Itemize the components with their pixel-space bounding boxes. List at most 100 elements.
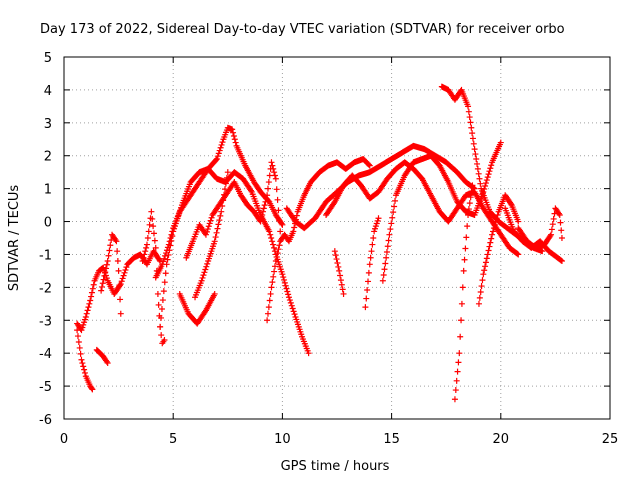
- data-point: [338, 281, 345, 288]
- data-point: [162, 270, 169, 277]
- data-point: [87, 297, 94, 304]
- data-point: [473, 156, 480, 163]
- data-point: [336, 267, 343, 274]
- data-point: [370, 235, 377, 241]
- data-point: [217, 144, 224, 151]
- data-point: [481, 267, 488, 274]
- data-point: [266, 172, 273, 179]
- data-point: [271, 263, 278, 270]
- series-sat-m: [323, 159, 522, 258]
- data-point: [171, 225, 178, 232]
- data-point: [283, 285, 290, 292]
- data-point: [216, 147, 223, 154]
- data-point: [366, 261, 373, 268]
- data-point: [80, 363, 87, 370]
- data-point: [221, 186, 228, 193]
- data-point: [340, 290, 347, 297]
- data-point: [460, 267, 467, 274]
- data-point: [106, 247, 113, 254]
- data-point: [269, 162, 276, 169]
- data-point: [483, 177, 490, 184]
- y-tick-label: -4: [39, 347, 52, 362]
- data-point: [478, 283, 485, 290]
- x-axis-label: GPS time / hours: [281, 459, 390, 474]
- data-point: [230, 129, 237, 136]
- data-point: [114, 248, 121, 255]
- data-point: [203, 263, 210, 270]
- data-point: [74, 333, 81, 340]
- data-point: [118, 278, 125, 285]
- data-point: [365, 161, 372, 168]
- data-point: [459, 284, 466, 291]
- data-point: [82, 313, 89, 320]
- data-point: [264, 317, 271, 324]
- y-tick-label: -5: [39, 380, 52, 395]
- data-point: [381, 266, 388, 273]
- data-point: [223, 174, 230, 181]
- axis-ticks: 0 5 10 15 20 25 -6 -5 -4 -3 -2 -1 0 1 2 3 4 5: [39, 51, 618, 447]
- data-point: [211, 238, 218, 245]
- data-point: [269, 279, 276, 286]
- series-sat-g: [157, 165, 312, 357]
- y-tick-label: -2: [39, 281, 52, 296]
- data-point: [88, 289, 95, 296]
- data-point: [271, 268, 278, 275]
- data-point: [158, 305, 165, 312]
- data-point: [102, 269, 109, 276]
- data-point: [365, 269, 372, 276]
- data-point: [455, 359, 462, 366]
- data-point: [462, 245, 469, 252]
- series-sat-s: [475, 192, 522, 307]
- data-point: [143, 244, 150, 251]
- data-point: [79, 324, 86, 331]
- data-point: [479, 277, 486, 284]
- data-point: [167, 242, 174, 249]
- x-tick-label: 10: [274, 432, 291, 447]
- data-point: [265, 304, 272, 311]
- data-point: [166, 247, 173, 254]
- y-tick-label: 4: [44, 84, 52, 99]
- data-point: [276, 217, 283, 224]
- data-point: [453, 377, 460, 384]
- data-point: [337, 272, 344, 279]
- series-sat-i: [176, 290, 218, 327]
- data-point: [267, 290, 274, 297]
- data-point: [490, 225, 497, 232]
- data-point: [170, 228, 177, 235]
- data-point: [497, 139, 504, 146]
- data-point: [175, 212, 182, 219]
- data-point: [305, 350, 312, 357]
- data-point: [275, 246, 282, 253]
- series-sat-c: [93, 346, 111, 367]
- data-point: [475, 170, 482, 177]
- y-tick-label: 5: [44, 51, 52, 66]
- data-point: [165, 251, 172, 258]
- data-point: [339, 286, 346, 293]
- data-point: [219, 139, 226, 146]
- data-point: [143, 241, 150, 248]
- series-sat-u: [515, 205, 565, 251]
- data-point: [259, 211, 266, 218]
- data-point: [207, 217, 214, 224]
- data-point: [114, 258, 121, 265]
- data-marks: [74, 83, 565, 403]
- data-point: [465, 103, 472, 110]
- data-point: [291, 311, 298, 318]
- data-point: [484, 174, 491, 181]
- data-point: [485, 247, 492, 254]
- data-point: [263, 195, 270, 202]
- data-point: [220, 197, 227, 204]
- y-tick-label: 3: [44, 117, 52, 132]
- data-point: [204, 226, 211, 233]
- data-point: [145, 228, 152, 235]
- data-point: [334, 260, 341, 267]
- data-point: [458, 300, 465, 307]
- data-point: [515, 251, 522, 258]
- series-sat-n: [331, 248, 347, 297]
- y-tick-label: 2: [44, 150, 52, 165]
- data-point: [379, 277, 386, 284]
- data-point: [77, 350, 84, 357]
- data-point: [275, 207, 282, 214]
- data-point: [208, 214, 215, 221]
- data-point: [277, 228, 284, 235]
